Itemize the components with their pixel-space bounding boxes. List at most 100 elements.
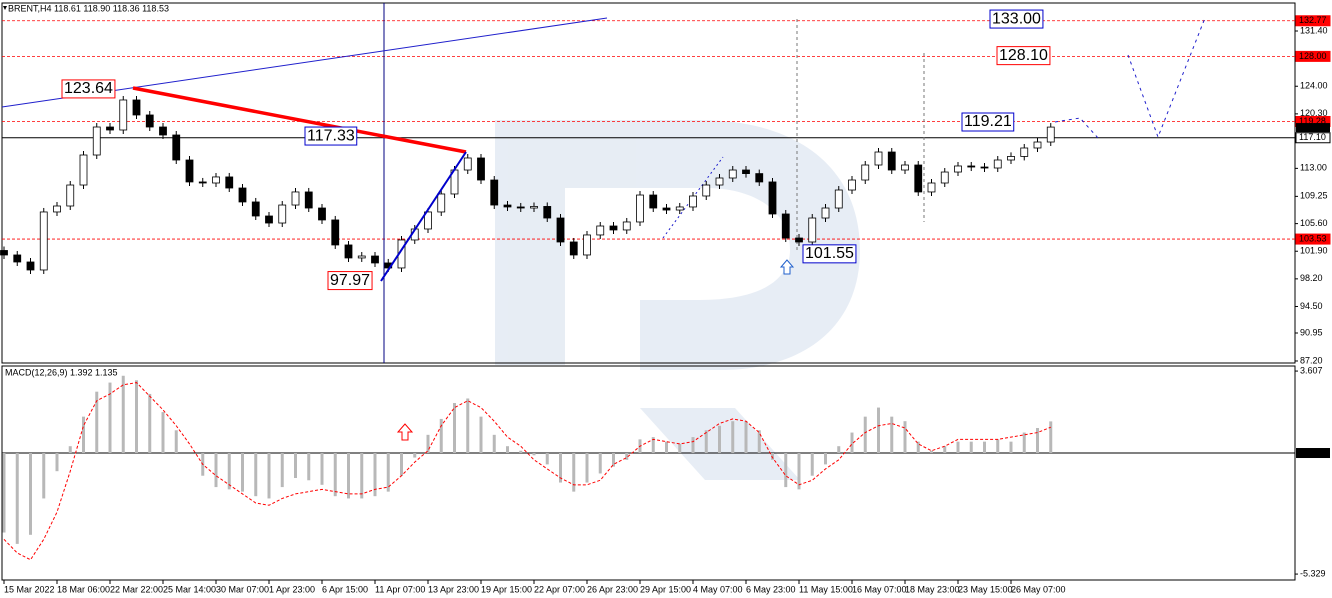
- candle-body: [463, 157, 472, 171]
- symbol-header: BRENT,H4 118.61 118.90 118.36 118.53: [8, 3, 169, 13]
- candle-body: [795, 237, 803, 243]
- candle-body: [198, 181, 207, 184]
- x-tick-label: 25 Mar 14:00: [163, 584, 216, 594]
- candle-body: [503, 204, 512, 208]
- macd-bar: [95, 391, 99, 454]
- x-tick-label: 23 May 15:00: [958, 584, 1013, 594]
- x-tick-label: 18 May 23:00: [905, 584, 960, 594]
- candle-body: [649, 194, 658, 209]
- macd-bar: [625, 453, 629, 460]
- x-tick-label: 19 Apr 15:00: [481, 584, 532, 594]
- macd-bar: [161, 412, 165, 454]
- candle-body: [0, 250, 8, 256]
- forecast-path: [1054, 17, 1206, 139]
- candle-body: [291, 191, 300, 206]
- candle-body: [477, 157, 485, 181]
- macd-bar: [863, 416, 867, 454]
- level-tag: [1295, 132, 1331, 144]
- candle-body: [861, 164, 870, 181]
- candle-body: [26, 261, 35, 271]
- macd-bar: [386, 453, 390, 492]
- annotation-box: [961, 112, 1015, 132]
- up-arrow: [779, 259, 795, 275]
- levels-layer: [2, 20, 1295, 240]
- x-tick-label: 1 Apr 23:00: [269, 584, 315, 594]
- annotation-label: 119.21: [964, 113, 1012, 130]
- candle-body: [13, 254, 22, 263]
- macd-bar: [678, 443, 682, 454]
- macd-bar: [930, 450, 933, 454]
- macd-bar: [15, 453, 19, 544]
- x-tick-label: 30 Mar 07:00: [216, 584, 269, 594]
- macd-bar: [916, 441, 920, 454]
- candle-body: [238, 187, 247, 203]
- annotation-box: [61, 79, 116, 99]
- macd-bar: [598, 453, 602, 474]
- candle-body: [556, 217, 565, 243]
- x-tick-label: 15 Mar 2022: [4, 584, 55, 594]
- y-tick-label: 98.20: [1300, 273, 1323, 283]
- macd-bar: [227, 453, 231, 490]
- level-tag: [1295, 15, 1331, 27]
- macd-bar: [148, 393, 152, 454]
- macd-bar: [108, 382, 112, 454]
- candle-body: [728, 169, 737, 179]
- annotation-box: [989, 9, 1044, 29]
- macd-bar: [771, 453, 774, 460]
- candle-body: [185, 159, 194, 183]
- candle-body: [490, 179, 499, 206]
- annotation-label: 97.97: [330, 272, 370, 289]
- annotation-label: 133.00: [992, 10, 1041, 27]
- macd-bar: [691, 437, 695, 454]
- candle-body: [212, 176, 220, 184]
- candle-body: [119, 99, 128, 131]
- macd-bar: [718, 425, 721, 454]
- macd-bar: [983, 441, 986, 454]
- macd-bar: [757, 430, 761, 454]
- macd-bar: [2, 453, 6, 533]
- y-tick-label: 109.25: [1300, 191, 1328, 201]
- macd-bar: [744, 421, 748, 454]
- annotation-label: 128.10: [999, 47, 1048, 64]
- y-tick-label: 101.90: [1300, 246, 1328, 256]
- y-tick-label: 94.50: [1300, 301, 1323, 311]
- candle-body: [609, 225, 618, 231]
- macd-bar: [479, 416, 483, 454]
- y-tick-label: -5.329: [1300, 568, 1326, 578]
- x-tick-label: 13 Apr 23:00: [428, 584, 479, 594]
- macd-bar: [572, 453, 576, 492]
- candle-body: [225, 176, 234, 189]
- y-tick-label: 87.20: [1300, 355, 1323, 365]
- macd-bar: [969, 441, 973, 454]
- candle-body: [371, 255, 379, 264]
- macd-bar: [1036, 428, 1039, 454]
- price-tag-label: 118.53: [1299, 122, 1326, 132]
- candle-body: [914, 164, 923, 193]
- candle-body: [980, 166, 989, 169]
- annotation-box: [304, 126, 358, 146]
- macd-bar: [731, 421, 735, 454]
- candle-body: [1007, 156, 1015, 161]
- candle-body: [967, 165, 976, 168]
- macd-bar: [943, 446, 947, 454]
- macd-bar: [373, 453, 377, 497]
- candle-body: [265, 215, 273, 224]
- candle-body: [821, 207, 830, 219]
- candle-body: [437, 193, 446, 213]
- candle-body: [1020, 147, 1029, 157]
- candle-body: [675, 206, 684, 211]
- candle-body: [901, 164, 909, 171]
- macd-bar: [877, 407, 880, 454]
- candle-body: [357, 255, 366, 259]
- macd-bar: [1049, 421, 1053, 454]
- macd-bar: [797, 453, 801, 490]
- macd-bar: [68, 446, 72, 454]
- macd-bar: [174, 430, 178, 454]
- macd-bar: [837, 446, 841, 454]
- macd-bar: [810, 453, 814, 476]
- macd-bar: [29, 453, 32, 535]
- candle-body: [530, 206, 538, 209]
- candle-body: [331, 219, 340, 246]
- candle-body: [516, 206, 525, 209]
